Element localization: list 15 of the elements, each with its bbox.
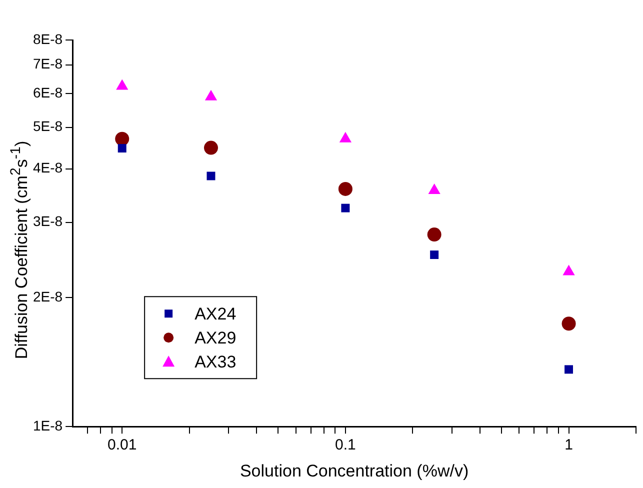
y-tick-label: 1E-8 xyxy=(32,417,63,434)
x-axis-title: Solution Concentration (%w/v) xyxy=(240,461,469,480)
legend-label: AX24 xyxy=(194,304,236,324)
y-tick-label: 2E-8 xyxy=(32,288,63,305)
y-tick-label: 6E-8 xyxy=(32,84,63,100)
y-tick-label: 8E-8 xyxy=(32,30,63,47)
y-tick-label: 3E-8 xyxy=(32,213,63,230)
x-tick-label: 0.1 xyxy=(335,436,356,454)
legend-label: AX29 xyxy=(194,328,236,348)
x-tick-label: 1 xyxy=(564,436,573,454)
y-tick-label: 7E-8 xyxy=(32,56,63,72)
y-tick-label: 5E-8 xyxy=(32,118,63,134)
x-tick-label: 0.01 xyxy=(108,436,137,454)
y-tick-label: 4E-8 xyxy=(32,160,63,176)
legend-label: AX33 xyxy=(194,352,236,372)
